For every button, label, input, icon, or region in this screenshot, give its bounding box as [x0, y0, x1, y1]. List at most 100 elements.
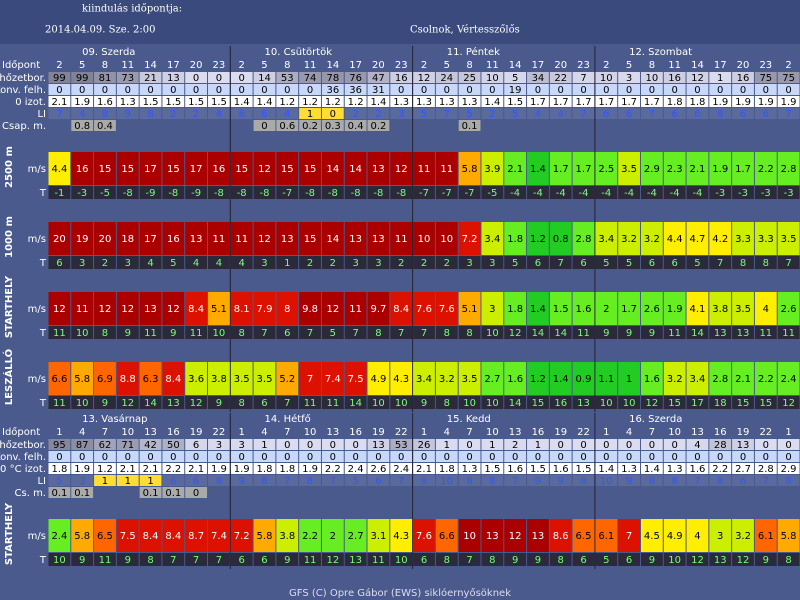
hour: 2	[56, 60, 62, 71]
cell-value: 6	[261, 109, 267, 120]
cell	[230, 96, 253, 107]
cell-value: 19	[509, 85, 522, 96]
cell-value: 1.9	[712, 97, 728, 108]
cell	[527, 451, 549, 462]
cell	[413, 326, 435, 339]
cell-value: 2.1	[690, 164, 706, 175]
cell-value: 8	[717, 476, 723, 487]
cell-value: 10	[213, 328, 226, 339]
cell-value: 8	[466, 476, 472, 487]
hour: 13	[509, 427, 522, 438]
cell	[185, 108, 208, 119]
cell	[94, 553, 116, 566]
cell	[618, 439, 640, 450]
cell	[572, 553, 595, 566]
cell	[185, 451, 208, 462]
cell-value: 8	[763, 258, 769, 269]
cell	[435, 72, 458, 83]
cell	[367, 120, 390, 131]
cell-value: 0	[193, 85, 199, 96]
cell	[321, 553, 344, 566]
cell-value: -7	[419, 188, 429, 199]
cell	[185, 487, 208, 498]
cell	[413, 108, 435, 119]
cell-value: 16	[554, 398, 567, 409]
cell-value: 3	[375, 258, 381, 269]
cell	[413, 439, 435, 450]
cell-value: 9	[216, 398, 222, 409]
cell	[413, 222, 435, 255]
cell	[139, 222, 162, 255]
cell-value: 9	[626, 328, 632, 339]
cell	[321, 463, 344, 474]
cell	[504, 186, 527, 199]
cell	[230, 396, 253, 409]
cell	[595, 326, 618, 339]
cell-value: 12	[190, 398, 203, 409]
cell-value: 8	[580, 476, 586, 487]
cell	[344, 475, 367, 486]
cell	[230, 451, 253, 462]
cell	[640, 152, 663, 185]
hour: 2	[603, 60, 609, 71]
cell	[299, 463, 321, 474]
cell-value: 47	[372, 73, 385, 84]
hour: 10	[486, 427, 499, 438]
cell	[299, 396, 321, 409]
cell	[663, 108, 686, 119]
cell	[116, 362, 139, 395]
cell	[299, 108, 321, 119]
cell	[185, 222, 208, 255]
cell-value: 6	[56, 258, 62, 269]
cell	[640, 519, 663, 552]
hour: 5	[79, 60, 85, 71]
cell-value: 3.8	[712, 304, 728, 315]
cell	[276, 463, 299, 474]
cell-value: 3.8	[279, 531, 295, 542]
hour: 16	[532, 427, 545, 438]
cell-value: 11	[235, 234, 248, 245]
cell-value: 17	[144, 234, 157, 245]
cell-value: 12	[99, 304, 112, 315]
cell-value: 5.1	[211, 304, 227, 315]
row-label: m/s	[28, 531, 46, 542]
cell-value: 6	[193, 476, 199, 487]
cell-value: 6	[649, 258, 655, 269]
cell	[663, 362, 686, 395]
cell-value: 1.8	[690, 97, 706, 108]
cell-value: 13	[167, 398, 180, 409]
cell-value: 4.4	[667, 234, 683, 245]
cell	[413, 256, 435, 269]
cell	[139, 96, 162, 107]
cell-value: 3	[466, 258, 472, 269]
cell	[618, 108, 640, 119]
cell-value: 0.1	[74, 488, 90, 499]
cell	[321, 256, 344, 269]
cell	[367, 362, 390, 395]
cell-value: 78	[326, 73, 339, 84]
cell-value: 10	[623, 398, 636, 409]
cell-value: 5.2	[279, 374, 295, 385]
cell-value: 11	[99, 555, 112, 566]
cell-value: 0	[56, 85, 62, 96]
cell	[367, 152, 390, 185]
cell-value: 7.2	[462, 234, 478, 245]
cell-value: 6.9	[97, 374, 113, 385]
cell-value: 1.6	[553, 464, 569, 475]
cell-value: 6	[421, 555, 427, 566]
cell	[754, 519, 777, 552]
cell-value: 74	[304, 73, 317, 84]
cell	[71, 553, 94, 566]
hour: 7	[466, 427, 472, 438]
cell	[754, 439, 777, 450]
cell-value: 1.2	[530, 374, 546, 385]
cell	[321, 72, 344, 83]
cell	[413, 475, 435, 486]
cell-value: 1	[535, 440, 541, 451]
cell-value: 4	[763, 304, 769, 315]
cell-value: 71	[121, 440, 134, 451]
cell	[458, 362, 481, 395]
cell	[253, 439, 276, 450]
cell-value: 8.4	[393, 304, 409, 315]
cell-value: -7	[465, 188, 475, 199]
